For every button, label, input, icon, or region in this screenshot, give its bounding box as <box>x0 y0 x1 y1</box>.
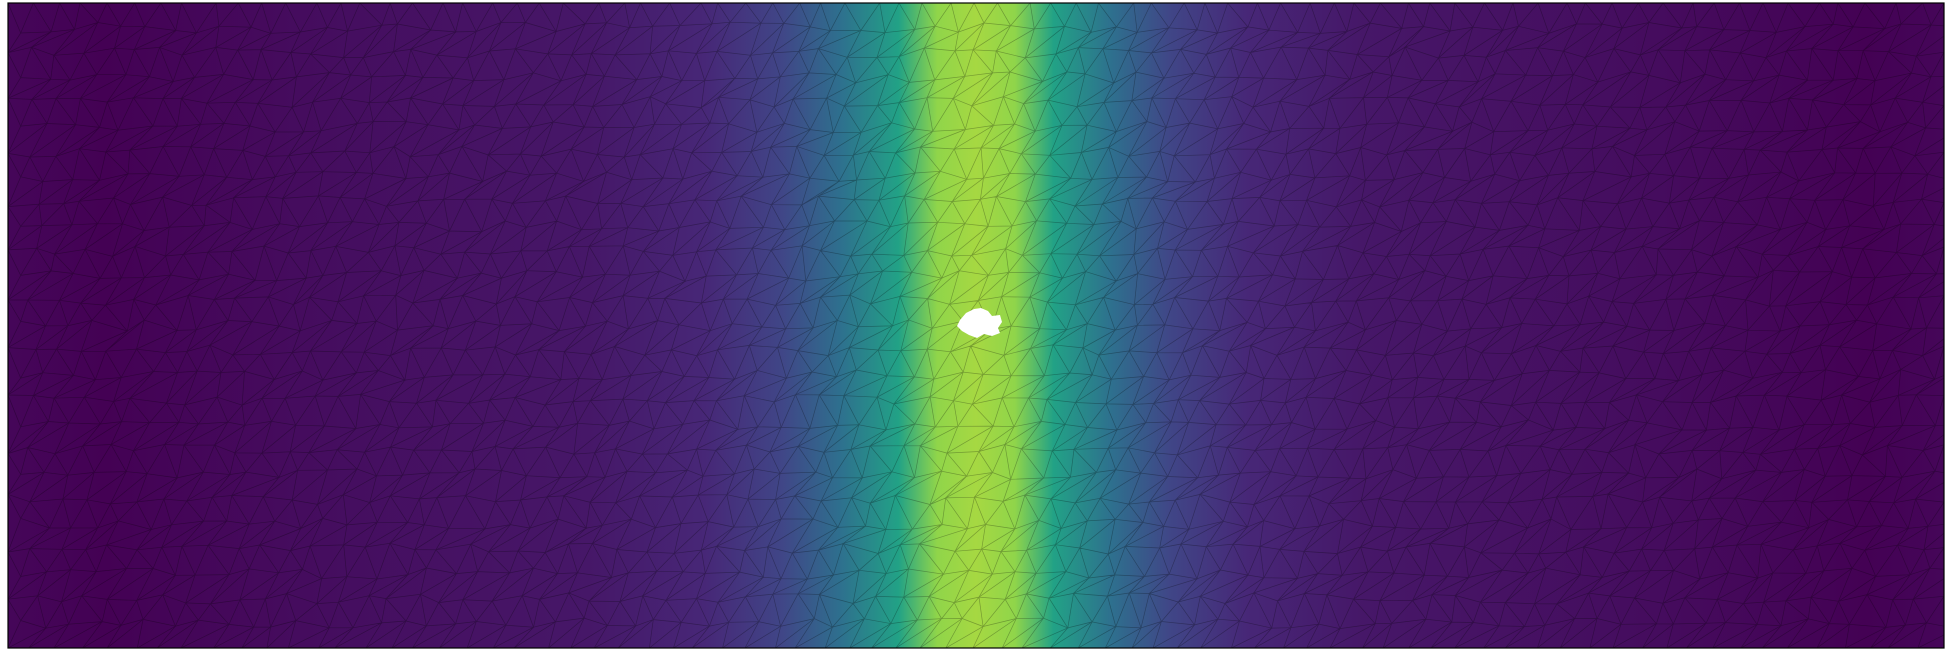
triangle-mesh <box>8 3 1944 648</box>
hole <box>957 308 1002 338</box>
domain-frame <box>7 2 1945 649</box>
mesh-edges <box>8 3 1944 648</box>
